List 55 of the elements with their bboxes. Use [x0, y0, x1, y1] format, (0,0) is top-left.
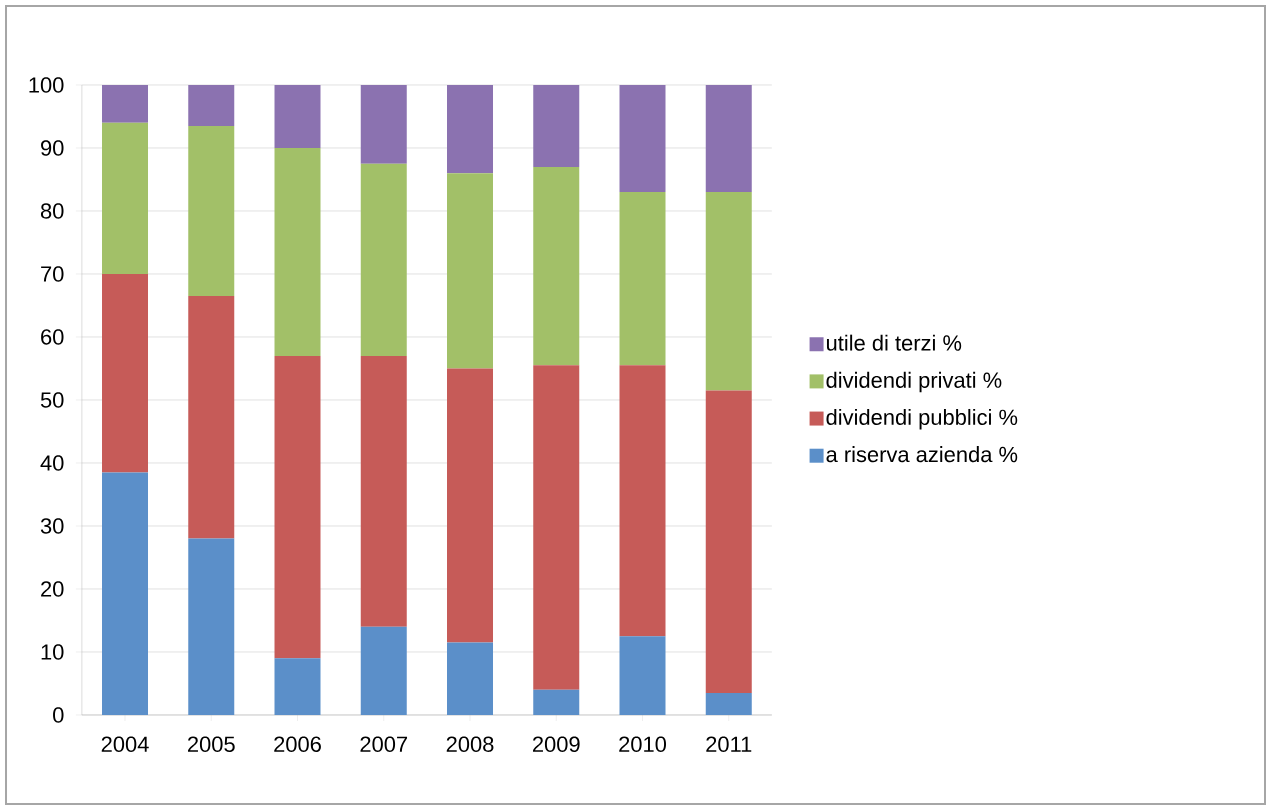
- x-tick-label: 2010: [619, 736, 667, 753]
- y-tick-label: 10: [41, 644, 64, 660]
- bar: [102, 273, 149, 473]
- bar: [447, 642, 494, 715]
- bar: [102, 122, 149, 274]
- bar: [360, 84, 407, 164]
- bar: [533, 166, 580, 366]
- bar: [533, 365, 580, 690]
- bar: [705, 84, 752, 193]
- y-tick-label: 50: [40, 392, 64, 408]
- legend-label: a riserva azienda %: [826, 446, 1018, 463]
- bar: [188, 296, 235, 539]
- bar: [447, 368, 494, 643]
- bar: [188, 125, 235, 297]
- x-tick-label: 2004: [101, 736, 149, 753]
- x-tick-label: 2007: [360, 736, 408, 753]
- bar: [274, 147, 321, 356]
- bar: [705, 692, 752, 715]
- y-tick-label: 100: [29, 77, 64, 93]
- bar: [274, 84, 321, 148]
- bar: [619, 365, 666, 637]
- bar: [188, 538, 235, 715]
- y-tick-label: 0: [53, 707, 64, 723]
- x-tick-label: 2009: [532, 736, 580, 753]
- bar: [619, 192, 666, 366]
- y-tick-label: 70: [41, 266, 64, 282]
- bar: [619, 84, 666, 193]
- x-tick-label: 2008: [446, 736, 494, 753]
- bar: [533, 689, 580, 715]
- bar: [102, 84, 149, 123]
- x-tick-label: 2011: [706, 736, 752, 753]
- y-tick-label: 80: [40, 203, 64, 219]
- x-tick-label: 2006: [274, 736, 321, 753]
- bar: [705, 390, 752, 693]
- bar: [447, 84, 494, 174]
- x-tick-label: 2005: [187, 736, 235, 753]
- legend-label: dividendi pubblici %: [826, 408, 1018, 430]
- legend-label: dividendi privati %: [826, 371, 1002, 393]
- bar: [274, 355, 321, 659]
- y-tick-label: 60: [41, 329, 64, 345]
- bar: [533, 84, 580, 167]
- bar: [705, 192, 752, 391]
- bar: [188, 84, 235, 126]
- y-tick-label: 30: [40, 518, 64, 534]
- y-tick-label: 20: [41, 581, 64, 597]
- y-tick-label: 40: [40, 455, 64, 471]
- bar: [102, 472, 149, 715]
- bar: [360, 355, 407, 627]
- y-tick-label: 90: [41, 140, 64, 156]
- bar: [619, 636, 666, 715]
- bar: [360, 626, 407, 715]
- bar: [447, 173, 494, 369]
- bar: [360, 163, 407, 356]
- legend-label: utile di terzi %: [826, 334, 962, 351]
- bar: [274, 658, 321, 715]
